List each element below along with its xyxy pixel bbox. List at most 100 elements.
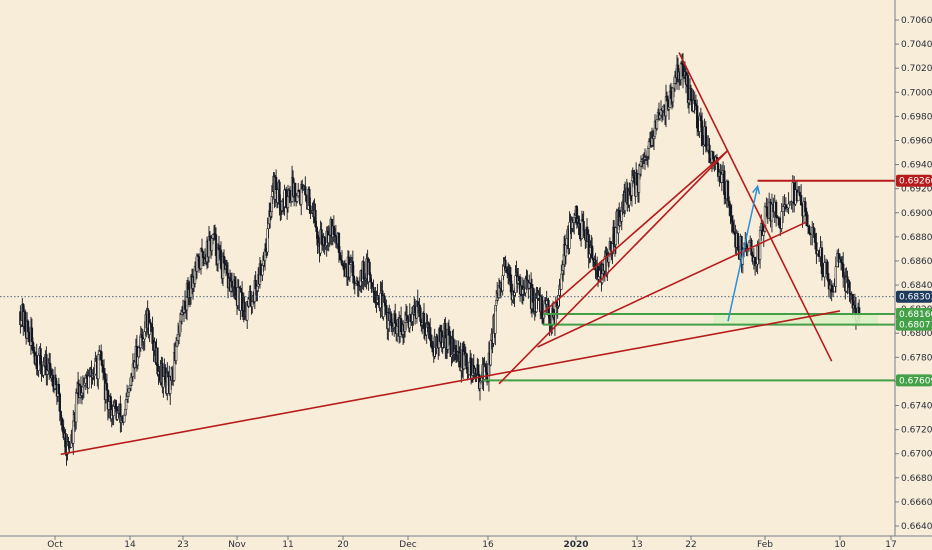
candle-body	[531, 287, 535, 303]
candle-body	[797, 191, 800, 201]
projection-arrow	[727, 186, 759, 322]
candle-body	[808, 226, 811, 234]
candle-body	[174, 345, 178, 361]
candle-body	[788, 201, 792, 205]
price-badge-text: 0.67609	[899, 376, 932, 386]
candle-body	[813, 233, 817, 243]
candle-body	[729, 205, 732, 217]
candle-body	[798, 191, 801, 196]
candle-body	[720, 174, 723, 183]
candle-body	[465, 353, 468, 370]
price-badge-bg	[896, 290, 932, 303]
time-axis[interactable]: Oct 14 23 Nov 11 20 Dec 16 2020 13 22 Feb 10 17	[0, 535, 932, 550]
candle-body	[815, 242, 818, 255]
candle-body	[837, 253, 840, 263]
x-tick-label: Oct	[47, 540, 63, 550]
candle-body	[780, 211, 783, 229]
candle-body	[694, 103, 698, 106]
candle-body	[833, 286, 836, 293]
x-tick-label: 13	[631, 540, 642, 550]
candle-body	[689, 87, 693, 100]
candle-body	[747, 241, 751, 249]
candle-body	[787, 203, 790, 209]
price-badge-text: 0.68071	[899, 321, 932, 331]
price-badge-text: 0.68303	[899, 293, 932, 303]
time-axis-background	[0, 536, 932, 550]
candle-body	[770, 203, 774, 222]
x-tick-label: Nov	[228, 540, 246, 550]
candle-body	[723, 170, 726, 195]
projection-arrow-head	[752, 184, 761, 195]
candle-body	[390, 313, 393, 323]
candle-body	[607, 255, 611, 263]
candle-body	[362, 261, 365, 280]
current-price-badge: 0.68303	[896, 290, 932, 303]
candle-body	[700, 120, 704, 147]
candle-body	[763, 206, 767, 232]
candle-body	[830, 284, 833, 293]
price-badge-bg	[896, 307, 932, 320]
price-badge-bg	[896, 374, 932, 387]
candle-body	[728, 200, 731, 207]
candle-body	[784, 204, 787, 210]
price-badge-text: 0.69266	[899, 177, 932, 187]
price-axis-background	[895, 0, 932, 550]
candle-body	[831, 291, 835, 293]
candle-body	[786, 207, 789, 210]
x-tick-label: 14	[124, 540, 136, 550]
candle-body	[834, 266, 837, 287]
candle-body	[64, 433, 67, 454]
candle-body	[385, 305, 388, 313]
x-tick-label: Feb	[757, 540, 773, 550]
level-price-badge: 0.68071	[896, 318, 932, 331]
trendline	[60, 310, 841, 456]
candle-body	[58, 393, 61, 412]
candle-body	[776, 216, 779, 219]
trendline	[537, 221, 808, 348]
trendline	[542, 149, 729, 314]
candle-body	[582, 221, 585, 231]
candle-body	[736, 233, 740, 250]
x-tick-label: 20	[337, 540, 349, 550]
candle-body	[696, 105, 699, 129]
candle-body	[812, 226, 815, 234]
y-tick-label: 0.66400	[901, 522, 932, 532]
candle-body	[730, 215, 733, 222]
candles-layer	[19, 53, 861, 466]
candle-body	[804, 201, 807, 213]
candle-body	[274, 176, 278, 191]
candle-body	[806, 225, 810, 227]
trendline	[498, 149, 729, 385]
candle-body	[790, 201, 793, 203]
candle-body	[805, 211, 808, 227]
candle-body	[514, 275, 517, 293]
candle-body	[40, 364, 43, 373]
candle-body	[826, 261, 829, 280]
candle-body	[762, 231, 765, 236]
candle-body	[27, 331, 31, 337]
candle-body	[820, 247, 824, 275]
candle-body	[214, 234, 218, 257]
candle-body	[774, 201, 778, 218]
candle-body	[781, 206, 785, 212]
x-tick-label: 10	[834, 540, 846, 550]
candle-body	[799, 195, 803, 206]
candle-body	[731, 221, 735, 232]
candle-body	[693, 100, 696, 105]
drawings-layer	[0, 52, 895, 456]
